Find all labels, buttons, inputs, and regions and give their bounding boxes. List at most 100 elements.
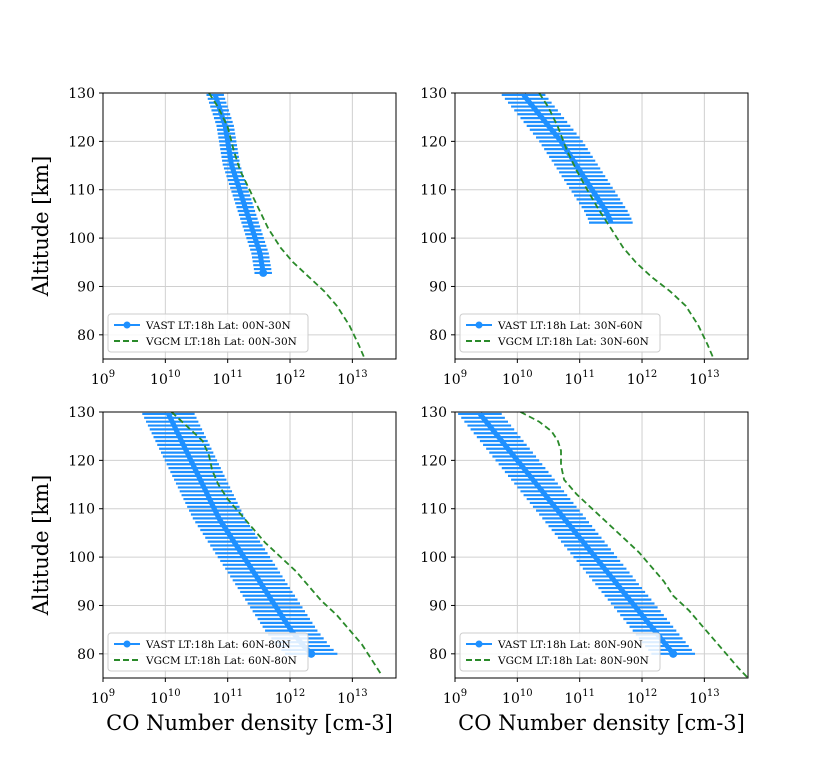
legend: VAST LT:18h Lat: 80N-90N VGCM LT:18h Lat:… — [459, 632, 661, 672]
x-tick-label: 1011 — [564, 688, 595, 707]
vast-series-line — [166, 412, 314, 656]
x-tick-exponent: 10 — [520, 369, 533, 380]
x-tick-label: 109 — [91, 369, 115, 388]
x-tick-label: 1011 — [212, 688, 243, 707]
x-axis-label: CO Number density [cm-3] — [458, 711, 745, 735]
plot-area — [458, 412, 748, 678]
x-tick-exponent: 12 — [293, 688, 306, 699]
y-tick-label: 80 — [77, 647, 95, 663]
y-tick-label: 100 — [68, 550, 95, 566]
y-tick-label: 120 — [68, 453, 95, 469]
axes-frame — [102, 92, 397, 360]
x-tick-label: 1012 — [627, 369, 658, 388]
x-tick-base: 10 — [212, 691, 230, 707]
x-tick-base: 10 — [337, 372, 355, 388]
y-tick-label: 90 — [77, 598, 95, 614]
y-tick-label: 90 — [77, 279, 95, 295]
y-tick-label: 100 — [420, 550, 447, 566]
x-tick-label: 1013 — [689, 688, 720, 707]
y-tick-label: 130 — [420, 405, 447, 421]
x-tick-label: 109 — [443, 688, 467, 707]
legend: VAST LT:18h Lat: 30N-60N VGCM LT:18h Lat:… — [459, 313, 661, 353]
x-tick-exponent: 12 — [293, 369, 306, 380]
x-tick-exponent: 9 — [109, 688, 115, 699]
x-tick-base: 10 — [443, 372, 461, 388]
x-tick-exponent: 11 — [582, 369, 595, 380]
x-tick-exponent: 9 — [109, 369, 115, 380]
x-tick-label: 1012 — [627, 688, 658, 707]
y-tick-label: 80 — [77, 328, 95, 344]
x-tick-label: 1013 — [337, 369, 368, 388]
x-tick-label: 1010 — [150, 369, 181, 388]
legend-label: VGCM LT:18h Lat: 60N-80N — [145, 655, 297, 667]
vast-series-line — [477, 412, 676, 656]
legend-label: VAST LT:18h Lat: 60N-80N — [145, 639, 291, 651]
x-tick-base: 10 — [443, 691, 461, 707]
x-tick-exponent: 10 — [520, 688, 533, 699]
axes-frame — [454, 92, 749, 360]
x-tick-exponent: 13 — [355, 688, 368, 699]
x-tick-label: 109 — [443, 369, 467, 388]
legend-label: VAST LT:18h Lat: 80N-90N — [497, 639, 643, 651]
vast-series-line — [212, 94, 266, 274]
x-tick-base: 10 — [91, 691, 109, 707]
legend-box — [459, 632, 661, 672]
x-tick-base: 10 — [275, 691, 293, 707]
legend-marker-vast — [475, 321, 483, 329]
y-tick-label: 110 — [68, 502, 95, 518]
x-axis-label: CO Number density [cm-3] — [106, 711, 393, 735]
x-tick-exponent: 9 — [461, 369, 467, 380]
y-tick-label: 90 — [429, 279, 447, 295]
x-tick-label: 1010 — [150, 688, 181, 707]
x-tick-base: 10 — [564, 372, 582, 388]
x-tick-base: 10 — [275, 372, 293, 388]
legend-label: VGCM LT:18h Lat: 80N-90N — [497, 655, 649, 667]
x-tick-exponent: 9 — [461, 688, 467, 699]
x-tick-exponent: 12 — [645, 688, 658, 699]
x-tick-exponent: 11 — [582, 688, 595, 699]
y-axis-label: Altitude [km] — [29, 156, 53, 298]
x-tick-label: 1012 — [275, 369, 306, 388]
x-tick-label: 1011 — [564, 369, 595, 388]
y-tick-label: 120 — [420, 134, 447, 150]
legend-marker-vast — [123, 640, 131, 648]
vast-series-line — [521, 93, 614, 224]
x-tick-base: 10 — [150, 372, 168, 388]
vgcm-series-line — [520, 412, 748, 678]
y-tick-label: 130 — [68, 405, 95, 421]
y-tick-label: 110 — [420, 502, 447, 518]
x-tick-exponent: 11 — [230, 688, 243, 699]
x-tick-base: 10 — [212, 372, 230, 388]
y-axis-label: Altitude [km] — [29, 475, 53, 617]
legend-label: VAST LT:18h Lat: 00N-30N — [145, 320, 291, 332]
legend-box — [459, 313, 661, 353]
legend: VAST LT:18h Lat: 00N-30N VGCM LT:18h Lat:… — [107, 313, 309, 353]
legend-label: VGCM LT:18h Lat: 00N-30N — [145, 336, 297, 348]
x-tick-label: 1010 — [502, 369, 533, 388]
legend-marker-vast — [123, 321, 131, 329]
axes-frame — [454, 411, 749, 679]
legend-box — [107, 632, 309, 672]
x-tick-exponent: 10 — [168, 688, 181, 699]
x-tick-base: 10 — [91, 372, 109, 388]
x-tick-exponent: 13 — [707, 688, 720, 699]
x-tick-base: 10 — [627, 372, 645, 388]
x-tick-base: 10 — [689, 691, 707, 707]
vgcm-series-line — [208, 93, 366, 359]
x-tick-label: 1013 — [689, 369, 720, 388]
axes-frame — [102, 411, 397, 679]
y-tick-label: 120 — [68, 134, 95, 150]
legend-label: VGCM LT:18h Lat: 30N-60N — [497, 336, 649, 348]
vast-end-marker — [307, 649, 316, 658]
x-tick-base: 10 — [689, 372, 707, 388]
plot-area — [501, 93, 715, 359]
vgcm-series-line — [170, 412, 382, 674]
legend-box — [107, 313, 309, 353]
x-tick-base: 10 — [564, 691, 582, 707]
y-tick-label: 80 — [429, 328, 447, 344]
